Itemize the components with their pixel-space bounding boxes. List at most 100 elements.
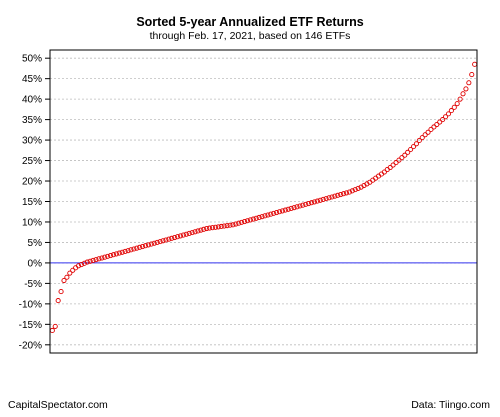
footer-source-site: CapitalSpectator.com [8,399,108,411]
y-tick-label: 40% [22,95,42,106]
y-tick-label: 5% [28,238,43,249]
data-point [428,126,434,132]
data-point [256,214,262,221]
data-point [279,208,285,214]
data-point [434,121,440,128]
data-point [209,225,216,231]
data-point [390,162,396,168]
data-point [108,252,114,259]
data-point [102,254,108,260]
data-point [221,223,227,229]
data-point [142,243,149,249]
y-tick-label: 25% [22,156,42,167]
y-tick-label: 0% [28,258,43,269]
data-point [396,157,402,163]
y-tick-label: 20% [22,177,42,188]
data-point [172,234,178,241]
data-point [320,196,326,202]
data-point [437,119,443,125]
data-point [413,141,419,147]
data-point [454,101,460,107]
data-point [70,267,76,273]
data-point [148,241,154,247]
data-point [271,210,277,216]
data-point [463,86,469,92]
data-point [431,124,437,130]
data-point [399,155,405,161]
data-point [276,209,283,215]
data-point [122,248,128,254]
data-point [469,72,475,78]
data-point [227,222,233,228]
data-point [189,230,195,236]
data-point [300,202,306,208]
data-point [84,259,90,265]
data-point [233,221,239,227]
data-point [154,239,160,245]
data-point [288,205,294,212]
data-point [49,327,55,334]
data-point [230,222,236,228]
data-point [96,256,102,262]
data-point [323,196,329,202]
footer-data-credit: Data: Tiingo.com [411,399,490,411]
data-point [335,192,341,198]
data-point [151,240,157,246]
data-point [352,187,358,193]
data-point [268,211,274,217]
data-point [274,210,280,216]
data-point [186,230,192,236]
data-point [75,263,82,269]
data-point [58,289,64,295]
data-point [282,207,288,213]
data-point [128,247,134,253]
data-point [311,199,318,205]
data-point [442,114,449,120]
data-point [175,234,181,240]
data-point [67,270,73,276]
data-point [183,231,189,237]
data-point [192,229,198,235]
data-point [157,239,163,245]
data-point [472,61,478,67]
data-point [177,233,184,239]
data-point [317,197,323,203]
y-tick-label: 35% [22,115,42,126]
data-point [64,274,70,280]
y-tick-label: -20% [19,340,42,351]
data-point [198,227,204,233]
data-point [402,152,408,158]
data-point [81,260,87,266]
data-point [134,245,140,251]
y-tick-label: 30% [22,136,42,147]
data-point [405,149,411,155]
data-point [236,220,242,226]
data-point [422,132,428,138]
data-point [253,215,259,221]
data-point [343,190,350,196]
data-point [410,144,417,150]
data-point [294,204,300,210]
data-point [78,262,85,268]
y-axis: 50% 45% 40% 35% 30% 25% 20% 15% 10% 5% 0% -5% -10% -1… [19,54,50,351]
data-point [244,218,251,224]
data-point [99,255,105,261]
data-point [265,212,271,218]
y-tick-label: -10% [19,299,42,310]
data-point [381,169,387,175]
data-point [113,251,119,257]
data-points [49,61,478,334]
data-point [105,253,111,259]
data-point [87,258,93,264]
y-tick-label: -15% [19,320,42,331]
data-point [218,223,224,230]
data-point [55,298,61,304]
data-point [466,80,472,86]
data-point [195,228,201,234]
data-point [349,188,355,194]
data-point [224,223,230,229]
data-point [332,193,338,199]
data-point [451,104,457,110]
y-tick-label: 45% [22,74,42,85]
